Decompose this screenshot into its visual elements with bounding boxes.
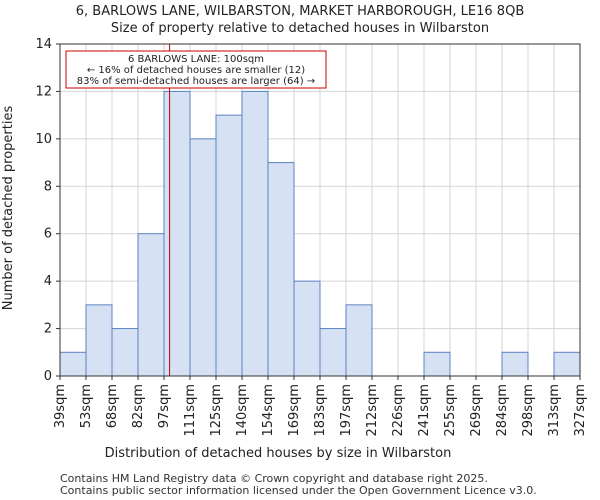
bar-8	[267, 162, 295, 377]
annotation-line-1: 6 BARLOWS LANE: 100sqm	[128, 54, 264, 65]
x-tick-label-3: 82sqm	[131, 384, 146, 428]
y-axis-label: Number of detached properties	[1, 106, 16, 311]
x-tick-label-6: 125sqm	[209, 384, 224, 437]
x-tick-label-14: 241sqm	[417, 384, 432, 437]
bar-6	[215, 114, 243, 377]
bar-3	[137, 233, 165, 377]
chart-title: 6, BARLOWS LANE, WILBARSTON, MARKET HARB…	[76, 4, 524, 19]
bar-19	[553, 351, 581, 377]
y-tick-label-1: 2	[44, 322, 52, 337]
y-tick-label-7: 14	[35, 37, 52, 52]
bars	[59, 90, 581, 377]
bar-10	[319, 328, 347, 377]
y-tick-label-2: 4	[44, 274, 52, 289]
y-tick-label-3: 6	[44, 227, 52, 242]
x-tick-label-0: 39sqm	[53, 384, 68, 428]
bar-9	[293, 280, 321, 377]
x-tick-label-8: 154sqm	[261, 384, 276, 437]
bar-7	[241, 90, 269, 377]
y-tick-label-6: 12	[35, 84, 52, 99]
x-axis-label: Distribution of detached houses by size …	[105, 446, 452, 461]
x-tick-label-13: 226sqm	[391, 384, 406, 437]
x-tick-label-2: 68sqm	[105, 384, 120, 428]
bar-5	[189, 138, 217, 377]
chart-subtitle: Size of property relative to detached ho…	[111, 21, 489, 36]
bar-17	[501, 351, 529, 377]
x-tick-label-20: 327sqm	[573, 384, 588, 437]
bar-0	[59, 351, 87, 377]
y-axis-ticks: 0 2 4 6 8 10 12 14	[35, 37, 60, 384]
footer-line-1: Contains HM Land Registry data © Crown c…	[60, 472, 488, 485]
annotation-box: 6 BARLOWS LANE: 100sqm ← 16% of detached…	[65, 50, 327, 89]
footer-line-2: Contains public sector information licen…	[60, 484, 537, 497]
x-tick-label-5: 111sqm	[183, 384, 198, 437]
annotation-line-3: 83% of semi-detached houses are larger (…	[77, 76, 315, 87]
x-tick-label-16: 269sqm	[469, 384, 484, 437]
x-tick-label-18: 298sqm	[521, 384, 536, 437]
x-tick-label-11: 197sqm	[339, 384, 354, 437]
bar-1	[85, 304, 113, 377]
y-tick-label-0: 0	[44, 369, 52, 384]
bar-14	[423, 351, 451, 377]
x-tick-label-15: 255sqm	[443, 384, 458, 437]
x-tick-label-17: 284sqm	[495, 384, 510, 437]
bar-2	[111, 328, 139, 377]
x-tick-label-4: 97sqm	[157, 384, 172, 428]
x-tick-label-12: 212sqm	[365, 384, 380, 437]
x-tick-label-1: 53sqm	[79, 384, 94, 428]
x-tick-label-7: 140sqm	[235, 384, 250, 437]
bar-4	[163, 90, 191, 377]
y-tick-label-5: 10	[35, 132, 52, 147]
x-tick-label-9: 169sqm	[287, 384, 302, 437]
annotation-line-2: ← 16% of detached houses are smaller (12…	[87, 65, 305, 76]
bar-11	[345, 304, 373, 377]
x-tick-label-19: 313sqm	[547, 384, 562, 437]
x-axis-ticks: 39sqm 53sqm 68sqm 82sqm 97sqm 111sqm 125sqm 140…	[53, 376, 588, 437]
y-tick-label-4: 8	[44, 179, 52, 194]
x-tick-label-10: 183sqm	[313, 384, 328, 437]
